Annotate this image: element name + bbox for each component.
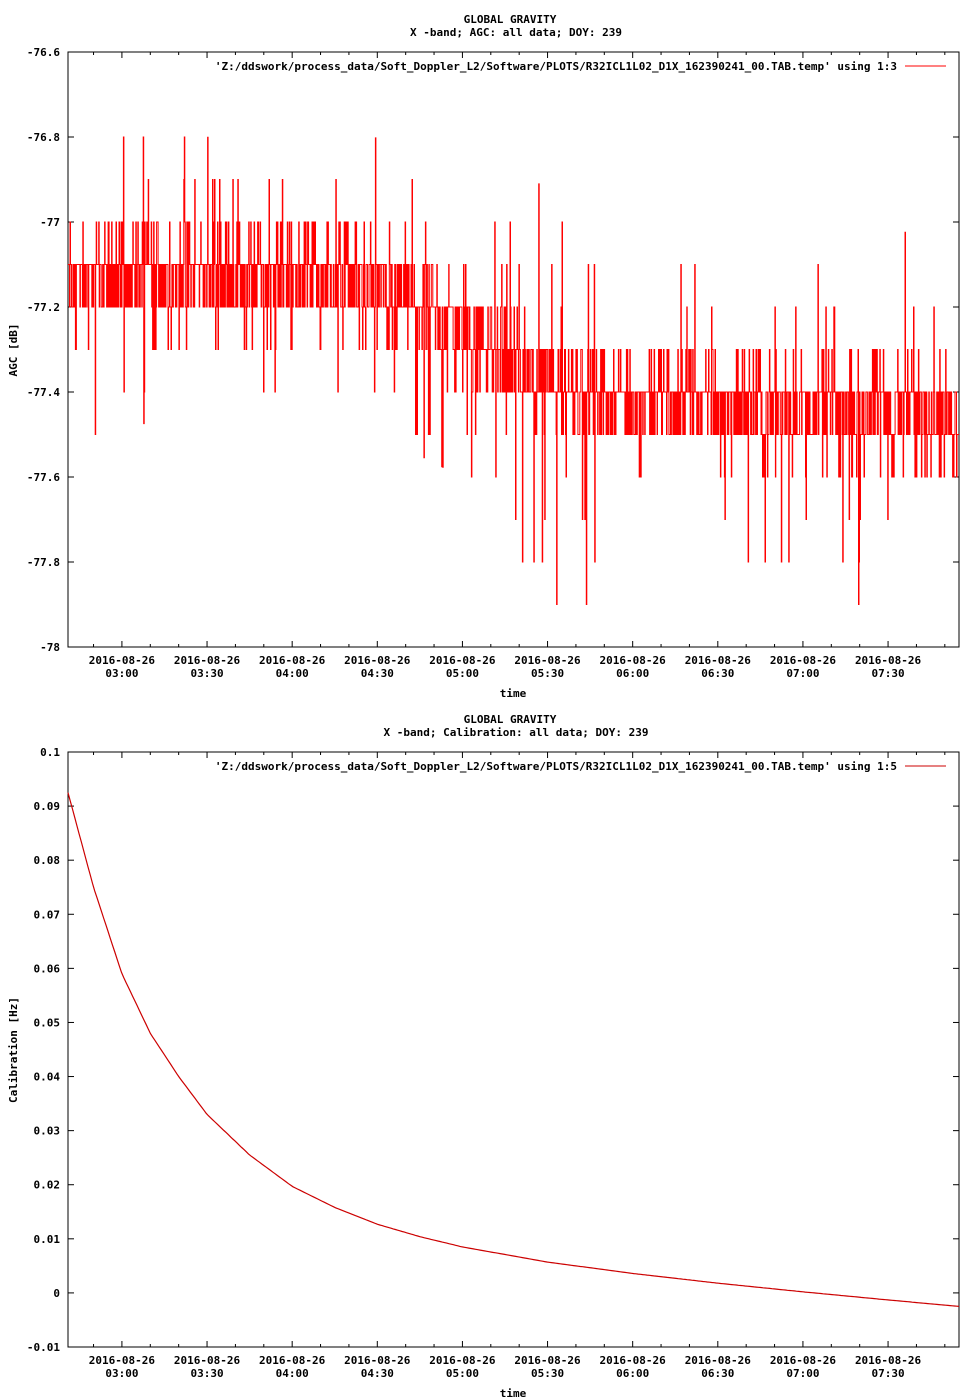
x-tick-date: 2016-08-26 <box>259 1354 326 1367</box>
x-tick-time: 06:00 <box>616 1367 649 1380</box>
x-tick-time: 05:00 <box>446 667 479 680</box>
x-tick-time: 03:30 <box>190 667 223 680</box>
series-layer <box>68 136 959 605</box>
y-tick-label: -77.8 <box>27 556 60 569</box>
calibration-chart: GLOBAL GRAVITY X -band; Calibration: all… <box>7 713 960 1400</box>
x-tick-date: 2016-08-26 <box>600 1354 667 1367</box>
x-tick-date: 2016-08-26 <box>174 654 241 667</box>
y-tick-label: -77 <box>40 216 60 229</box>
x-tick-date: 2016-08-26 <box>770 1354 837 1367</box>
y-tick-label: -76.6 <box>27 46 60 59</box>
y-tick-label: 0.03 <box>34 1125 61 1138</box>
x-tick-date: 2016-08-26 <box>600 654 667 667</box>
x-tick-time: 04:00 <box>276 667 309 680</box>
y-axis-label: AGC [dB] <box>7 324 20 377</box>
y-tick-label: 0.09 <box>34 800 61 813</box>
y-tick-label: 0.1 <box>40 746 60 759</box>
y-tick-label: 0.01 <box>34 1233 61 1246</box>
x-tick-time: 06:30 <box>701 667 734 680</box>
x-tick-date: 2016-08-26 <box>855 1354 922 1367</box>
y-tick-label: -77.6 <box>27 471 60 484</box>
y-tick-label: 0.07 <box>34 908 61 921</box>
x-tick-time: 05:30 <box>531 667 564 680</box>
x-axis: 2016-08-2603:002016-08-2603:302016-08-26… <box>89 752 946 1380</box>
x-tick-date: 2016-08-26 <box>429 1354 496 1367</box>
x-tick-time: 07:30 <box>871 667 904 680</box>
x-tick-date: 2016-08-26 <box>174 1354 241 1367</box>
x-tick-date: 2016-08-26 <box>685 654 752 667</box>
x-tick-time: 05:00 <box>446 1367 479 1380</box>
x-tick-date: 2016-08-26 <box>259 654 326 667</box>
x-tick-time: 07:30 <box>871 1367 904 1380</box>
x-tick-date: 2016-08-26 <box>89 654 156 667</box>
x-tick-time: 04:30 <box>361 667 394 680</box>
series-line <box>67 792 960 1307</box>
x-tick-time: 05:30 <box>531 1367 564 1380</box>
x-tick-time: 04:00 <box>276 1367 309 1380</box>
chart-title: GLOBAL GRAVITY <box>464 713 557 726</box>
x-tick-time: 03:00 <box>105 1367 138 1380</box>
x-tick-date: 2016-08-26 <box>344 654 411 667</box>
x-tick-date: 2016-08-26 <box>514 654 581 667</box>
x-tick-date: 2016-08-26 <box>89 1354 156 1367</box>
chart-subtitle: X -band; Calibration: all data; DOY: 239 <box>384 726 649 739</box>
x-axis-label: time <box>500 687 527 700</box>
y-tick-label: -0.01 <box>27 1341 60 1354</box>
plot-area-border <box>67 751 960 1348</box>
y-tick-label: 0.06 <box>34 962 61 975</box>
x-tick-date: 2016-08-26 <box>770 654 837 667</box>
chart-title: GLOBAL GRAVITY <box>464 13 557 26</box>
y-tick-label: -78 <box>40 641 60 654</box>
y-tick-label: 0.08 <box>34 854 61 867</box>
x-tick-date: 2016-08-26 <box>514 1354 581 1367</box>
x-tick-time: 06:30 <box>701 1367 734 1380</box>
chart-subtitle: X -band; AGC: all data; DOY: 239 <box>410 26 622 39</box>
x-tick-time: 03:30 <box>190 1367 223 1380</box>
x-tick-time: 06:00 <box>616 667 649 680</box>
x-tick-time: 04:30 <box>361 1367 394 1380</box>
x-tick-time: 07:00 <box>786 1367 819 1380</box>
x-tick-date: 2016-08-26 <box>685 1354 752 1367</box>
legend-label: 'Z:/ddswork/process_data/Soft_Doppler_L2… <box>215 760 897 773</box>
x-tick-date: 2016-08-26 <box>344 1354 411 1367</box>
legend-label: 'Z:/ddswork/process_data/Soft_Doppler_L2… <box>215 60 897 73</box>
series-layer <box>67 792 960 1307</box>
x-tick-time: 03:00 <box>105 667 138 680</box>
x-axis: 2016-08-2603:002016-08-2603:302016-08-26… <box>89 52 946 680</box>
x-tick-date: 2016-08-26 <box>855 654 922 667</box>
series-line <box>68 136 959 605</box>
y-tick-label: -77.2 <box>27 301 60 314</box>
y-tick-label: 0.05 <box>34 1016 61 1029</box>
plot-area-border <box>67 51 960 648</box>
x-tick-time: 07:00 <box>786 667 819 680</box>
y-tick-label: 0.04 <box>34 1071 61 1084</box>
agc-chart: GLOBAL GRAVITY X -band; AGC: all data; D… <box>7 13 960 700</box>
x-axis-label: time <box>500 1387 527 1400</box>
x-tick-date: 2016-08-26 <box>429 654 496 667</box>
y-tick-label: -76.8 <box>27 131 60 144</box>
y-axis-label: Calibration [Hz] <box>7 997 20 1103</box>
y-tick-label: -77.4 <box>27 386 60 399</box>
y-tick-label: 0.02 <box>34 1179 61 1192</box>
y-tick-label: 0 <box>53 1287 60 1300</box>
y-axis: 0.1 0.09 0.08 0.07 0.06 0.05 0.04 0.03 0.02 0.01 0… <box>27 746 959 1354</box>
